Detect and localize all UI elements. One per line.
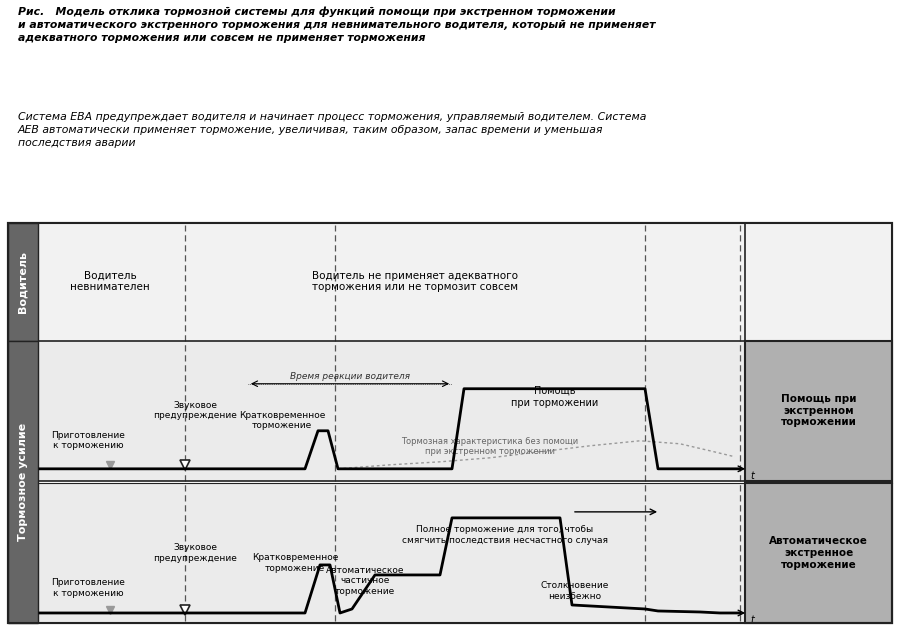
Text: Помощь при
экстренном
торможении: Помощь при экстренном торможении [780, 394, 857, 427]
Text: Звуковое
предупреждение: Звуковое предупреждение [153, 401, 237, 420]
Bar [8, 341, 38, 623]
Text: t: t [750, 471, 754, 481]
Bar [8, 341, 892, 481]
Bar [8, 483, 892, 623]
Text: Кратковременное
торможение: Кратковременное торможение [238, 411, 325, 430]
Bar [8, 223, 38, 341]
Bar [745, 341, 892, 481]
Text: Помощь
при торможении: Помощь при торможении [511, 386, 598, 408]
Text: Приготовление
к торможению: Приготовление к торможению [51, 431, 125, 451]
Text: Кратковременное
торможение: Кратковременное торможение [252, 553, 338, 572]
Text: Время реакции водителя: Время реакции водителя [290, 372, 410, 380]
Text: t: t [750, 615, 754, 625]
Text: Тормозная характеристика без помощи
при экстренном торможении: Тормозная характеристика без помощи при … [401, 437, 579, 456]
Text: Тормозное усилие: Тормозное усилие [18, 423, 28, 541]
Text: Приготовление
к торможению: Приготовление к торможению [51, 578, 125, 598]
Text: Автоматическое
частичное
торможение: Автоматическое частичное торможение [326, 566, 404, 596]
Bar [8, 223, 892, 341]
Text: Водитель
невнимателен: Водитель невнимателен [70, 271, 150, 292]
Text: Рис.   Модель отклика тормозной системы для функций помощи при экстренном тормож: Рис. Модель отклика тормозной системы дл… [18, 6, 655, 44]
Text: Водитель: Водитель [18, 251, 28, 312]
Text: Полное торможение для того, чтобы
смягчить последствия несчастного случая: Полное торможение для того, чтобы смягчи… [402, 525, 608, 545]
Text: Система ЕВА предупреждает водителя и начинает процесс торможения, управляемый во: Система ЕВА предупреждает водителя и нач… [18, 112, 646, 148]
Bar [745, 483, 892, 623]
Text: Автоматическое
экстренное
торможение: Автоматическое экстренное торможение [770, 536, 868, 570]
Text: Звуковое
предупреждение: Звуковое предупреждение [153, 543, 237, 563]
Text: Водитель не применяет адекватного
торможения или не тормозит совсем: Водитель не применяет адекватного тормож… [312, 271, 518, 292]
Text: Столкновение
неизбежно: Столкновение неизбежно [541, 581, 609, 601]
